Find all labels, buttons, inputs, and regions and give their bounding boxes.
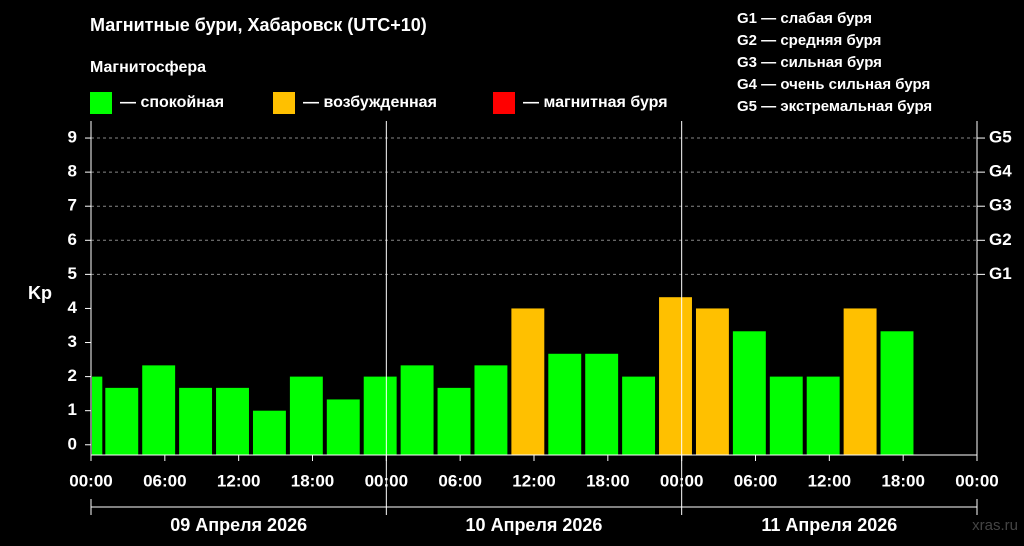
y-axis-label: Kp	[28, 283, 52, 303]
y2-tick-label: G3	[989, 196, 1012, 215]
y2-tick-label: G2	[989, 230, 1012, 249]
x-tick-label: 12:00	[808, 471, 851, 490]
bar	[548, 353, 582, 455]
x-tick-label: 12:00	[512, 471, 555, 490]
x-tick-label: 18:00	[586, 471, 629, 490]
y2-tick-label: G1	[989, 264, 1012, 283]
bar	[252, 410, 286, 455]
bar	[474, 365, 508, 455]
x-tick-label: 00:00	[955, 471, 998, 490]
x-tick-label: 06:00	[143, 471, 186, 490]
day-label: 10 Апреля 2026	[466, 515, 603, 535]
x-tick-label: 18:00	[291, 471, 334, 490]
y-tick-label: 3	[68, 332, 77, 351]
x-tick-label: 18:00	[881, 471, 924, 490]
bar	[769, 376, 803, 455]
bar	[105, 387, 139, 455]
bar	[363, 376, 397, 455]
bar	[732, 331, 766, 455]
bar	[806, 376, 840, 455]
y-tick-label: 9	[68, 128, 77, 147]
scale-note: G5 — экстремальная буря	[737, 98, 932, 115]
bar	[880, 331, 914, 455]
bar	[622, 376, 656, 455]
bar	[511, 308, 545, 455]
bar	[659, 297, 692, 455]
legend-title: Магнитосфера	[90, 59, 206, 76]
legend-swatch	[273, 92, 295, 114]
legend-label: — спокойная	[120, 94, 224, 111]
y-tick-label: 5	[68, 264, 77, 283]
y-tick-label: 8	[68, 162, 77, 181]
bar	[92, 376, 103, 455]
bar	[142, 365, 176, 455]
legend-swatch	[90, 92, 112, 114]
scale-note: G1 — слабая буря	[737, 10, 872, 27]
x-tick-label: 00:00	[69, 471, 112, 490]
y2-tick-label: G4	[989, 162, 1012, 181]
bar	[585, 353, 619, 455]
bar	[843, 308, 877, 455]
legend-swatch	[493, 92, 515, 114]
chart-title: Магнитные бури, Хабаровск (UTC+10)	[90, 15, 427, 35]
x-tick-label: 06:00	[438, 471, 481, 490]
bar	[400, 365, 434, 455]
bar	[179, 387, 213, 455]
bar	[289, 376, 323, 455]
day-label: 11 Апреля 2026	[761, 515, 897, 535]
y-tick-label: 0	[68, 434, 77, 453]
watermark: xras.ru	[972, 517, 1018, 534]
x-tick-label: 06:00	[734, 471, 777, 490]
legend-label: — возбужденная	[303, 94, 437, 111]
bar	[695, 308, 729, 455]
y-tick-label: 4	[68, 298, 78, 317]
scale-note: G2 — средняя буря	[737, 32, 881, 49]
day-label: 09 Апреля 2026	[170, 515, 307, 535]
y-tick-label: 6	[68, 230, 77, 249]
y2-tick-label: G5	[989, 128, 1012, 147]
scale-note: G3 — сильная буря	[737, 54, 882, 71]
bar	[216, 387, 249, 455]
y-tick-label: 2	[68, 366, 77, 385]
bar	[326, 399, 360, 455]
x-tick-label: 12:00	[217, 471, 260, 490]
y-tick-label: 7	[68, 196, 77, 215]
scale-note: G4 — очень сильная буря	[737, 76, 930, 93]
legend-label: — магнитная буря	[523, 94, 668, 111]
bar	[437, 387, 471, 455]
y-tick-label: 1	[68, 400, 77, 419]
